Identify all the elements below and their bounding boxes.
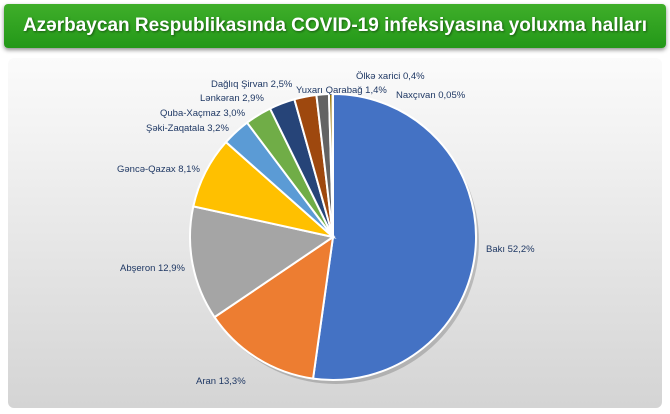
data-label-g-nc-qazax: Gəncə-Qazax 8,1% [117, 164, 200, 175]
data-label-quba-xac-maz: Quba-Xaçmaz 3,0% [160, 108, 246, 119]
data-label-abs-eron: Abşeron 12,9% [120, 263, 186, 274]
data-label-o-lk-xarici: Ölkə xarici 0,4% [356, 71, 425, 82]
chart-title: Azərbaycan Respublikasında COVID-19 infe… [22, 15, 648, 36]
slice-aran [213, 234, 335, 380]
title-banner: Azərbaycan Respublikasında COVID-19 infe… [4, 4, 666, 48]
data-label-aran: Aran 13,3% [196, 376, 246, 387]
data-label-dag-l-q-s-irvan: Dağlıq Şirvan 2,5% [211, 79, 293, 90]
data-label-l-nk-ran: Lənkəran 2,9% [200, 93, 264, 104]
data-label-bak: Bakı 52,2% [486, 244, 535, 255]
slice-abs-eron [189, 205, 336, 319]
slice-bak [311, 92, 478, 381]
data-label-naxc-van: Naxçıvan 0,05% [396, 90, 466, 101]
data-label-yuxar-qarabag: Yuxarı Qarabağ 1,4% [296, 85, 387, 96]
data-label-s-ki-zaqatala: Şəki-Zaqatala 3,2% [146, 123, 229, 134]
